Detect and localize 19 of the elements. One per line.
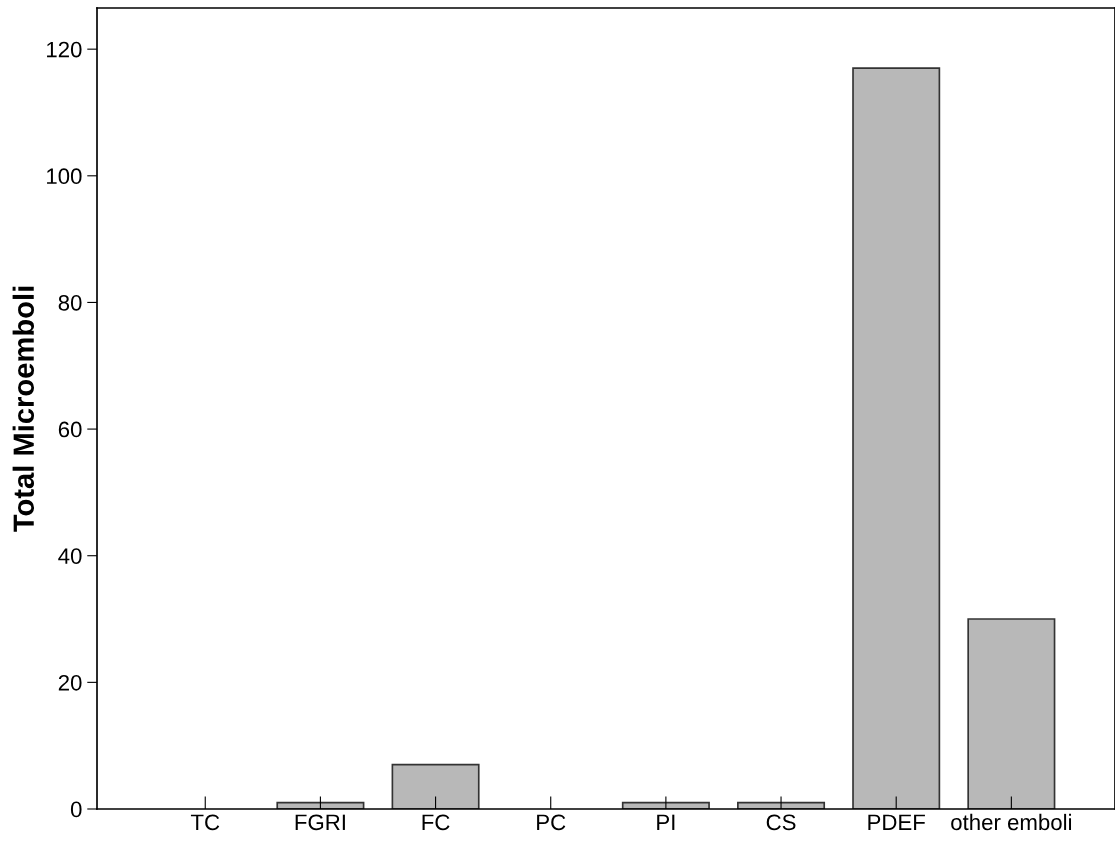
x-tick-label: FC <box>422 814 450 831</box>
y-tick-label: 80 <box>58 294 82 311</box>
x-tick-label: TC <box>190 814 220 831</box>
y-tick-label: 40 <box>58 548 82 564</box>
x-tick-label: PI <box>657 814 675 830</box>
y-tick-label: 0 <box>70 801 82 818</box>
x-tick-label: FGRI <box>295 814 345 831</box>
y-tick-label: 20 <box>58 674 82 691</box>
x-tick-label: PDEF <box>868 814 925 830</box>
bar <box>852 67 941 809</box>
x-tick-label: PC <box>537 814 566 831</box>
y-tick-label: 60 <box>58 421 82 438</box>
y-axis-title: Total Microemboli <box>12 286 35 532</box>
y-tick-label: 100 <box>47 168 82 185</box>
bar <box>967 618 1056 809</box>
x-tick-label: CS <box>766 814 796 831</box>
x-tick-label: other emboli <box>951 813 1072 831</box>
y-tick-label: 120 <box>47 41 82 58</box>
bar <box>391 763 480 809</box>
